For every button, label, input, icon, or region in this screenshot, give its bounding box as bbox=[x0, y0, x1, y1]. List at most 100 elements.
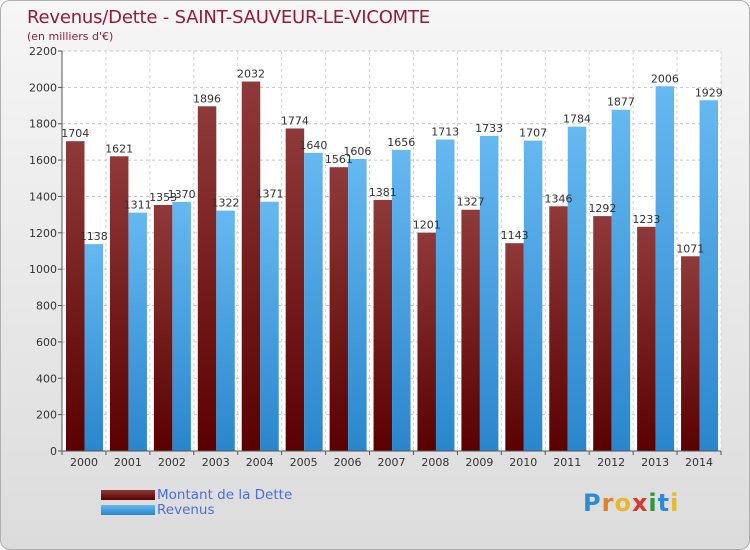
value-label-revenus: 1733 bbox=[475, 122, 503, 135]
value-label-dette: 1561 bbox=[325, 153, 353, 166]
y-tick-label: 800 bbox=[36, 300, 57, 313]
bar-dette bbox=[66, 141, 85, 451]
bar-dette bbox=[197, 106, 217, 451]
y-tick-label: 1600 bbox=[29, 154, 57, 167]
bar-dette bbox=[417, 232, 436, 451]
y-tick-label: 1200 bbox=[29, 227, 57, 240]
value-label-dette: 1346 bbox=[545, 192, 573, 205]
y-tick-label: 400 bbox=[36, 372, 57, 385]
bar-revenus bbox=[348, 159, 367, 451]
x-tick-label: 2001 bbox=[114, 456, 142, 469]
value-label-dette: 2032 bbox=[237, 68, 265, 81]
value-label-revenus: 1370 bbox=[168, 188, 196, 201]
legend: Montant de la Dette Revenus bbox=[101, 486, 293, 518]
value-label-revenus: 1640 bbox=[299, 139, 327, 152]
value-label-revenus: 1606 bbox=[343, 145, 371, 158]
value-label-dette: 1774 bbox=[281, 114, 309, 127]
bar-dette bbox=[109, 156, 129, 452]
y-tick-label: 600 bbox=[36, 336, 57, 349]
x-tick-label: 2002 bbox=[158, 456, 186, 469]
x-tick-label: 2005 bbox=[290, 456, 318, 469]
x-tick-label: 2000 bbox=[70, 456, 98, 469]
bar-revenus bbox=[172, 201, 191, 451]
y-tick-label: 1000 bbox=[29, 263, 57, 276]
logo-letter: r bbox=[601, 489, 615, 517]
bar-dette bbox=[153, 205, 173, 451]
x-tick-label: 2003 bbox=[202, 456, 230, 469]
x-tick-label: 2008 bbox=[421, 456, 449, 469]
bar-revenus bbox=[523, 140, 543, 452]
value-label-dette: 1704 bbox=[61, 127, 89, 140]
bar-revenus bbox=[304, 152, 323, 451]
bar-dette bbox=[681, 256, 700, 451]
chart-title: Revenus/Dette - SAINT-SAUVEUR-LE-VICOMTE bbox=[27, 7, 430, 28]
value-label-dette: 1201 bbox=[413, 219, 441, 232]
logo-letter: i bbox=[670, 489, 680, 517]
x-tick-label: 2009 bbox=[465, 456, 493, 469]
x-tick-label: 2011 bbox=[553, 456, 581, 469]
value-label-revenus: 1138 bbox=[80, 230, 108, 243]
bar-revenus bbox=[567, 126, 587, 452]
bar-dette bbox=[241, 81, 261, 451]
value-label-dette: 1896 bbox=[193, 92, 221, 105]
legend-swatch-dette bbox=[101, 489, 155, 500]
bar-dette bbox=[505, 243, 524, 451]
logo-letter: x bbox=[631, 489, 649, 517]
chart-subtitle: (en milliers d'€) bbox=[27, 30, 114, 43]
bar-revenus bbox=[611, 109, 631, 452]
logo-letter: t bbox=[657, 489, 671, 517]
value-label-revenus: 1322 bbox=[212, 197, 240, 210]
legend-item-dette: Montant de la Dette bbox=[101, 486, 293, 503]
bar-dette bbox=[373, 199, 393, 451]
legend-label-dette: Montant de la Dette bbox=[157, 486, 293, 503]
bar-dette bbox=[637, 226, 656, 451]
bar-revenus bbox=[435, 139, 455, 451]
value-label-dette: 1381 bbox=[369, 186, 397, 199]
x-tick-label: 2014 bbox=[685, 456, 713, 469]
bar-revenus bbox=[392, 149, 411, 451]
value-label-revenus: 1371 bbox=[255, 188, 283, 201]
x-tick-label: 2012 bbox=[597, 456, 625, 469]
bar-revenus bbox=[216, 210, 235, 451]
x-tick-label: 2004 bbox=[246, 456, 274, 469]
value-label-revenus: 1713 bbox=[431, 126, 459, 139]
bar-revenus bbox=[260, 201, 279, 451]
logo-letter: o bbox=[614, 489, 632, 517]
value-label-revenus: 1929 bbox=[695, 86, 723, 99]
value-label-revenus: 1656 bbox=[387, 136, 415, 149]
legend-item-revenus: Revenus bbox=[101, 502, 292, 518]
bar-revenus bbox=[479, 135, 499, 451]
y-tick-label: 1800 bbox=[29, 118, 57, 131]
bar-dette bbox=[329, 167, 349, 451]
y-tick-label: 200 bbox=[36, 409, 57, 422]
bar-dette bbox=[593, 216, 612, 451]
value-label-revenus: 1311 bbox=[124, 199, 152, 212]
bar-dette bbox=[549, 206, 568, 451]
x-tick-label: 2010 bbox=[509, 456, 537, 469]
value-label-dette: 1621 bbox=[105, 142, 133, 155]
value-label-revenus: 1877 bbox=[607, 96, 635, 109]
legend-swatch-revenus bbox=[101, 504, 155, 515]
value-label-revenus: 1784 bbox=[563, 113, 591, 126]
value-label-dette: 1327 bbox=[457, 196, 485, 209]
value-label-revenus: 2006 bbox=[651, 72, 679, 85]
x-tick-label: 2007 bbox=[378, 456, 406, 469]
bar-revenus bbox=[128, 212, 147, 451]
logo-letter: i bbox=[648, 489, 658, 517]
value-label-dette: 1233 bbox=[632, 213, 660, 226]
value-label-dette: 1353 bbox=[149, 191, 177, 204]
y-tick-label: 2000 bbox=[29, 81, 57, 94]
bar-dette bbox=[461, 209, 480, 451]
bar-revenus bbox=[699, 100, 719, 451]
proxiti-logo: Proxiti bbox=[583, 489, 679, 517]
value-label-dette: 1071 bbox=[676, 242, 704, 255]
value-label-dette: 1143 bbox=[501, 229, 529, 242]
bar-dette bbox=[285, 128, 305, 452]
y-tick-label: 0 bbox=[50, 445, 57, 458]
bar-revenus bbox=[84, 244, 103, 451]
value-label-dette: 1292 bbox=[588, 202, 616, 215]
x-tick-label: 2013 bbox=[641, 456, 669, 469]
logo-letter: P bbox=[583, 489, 602, 517]
